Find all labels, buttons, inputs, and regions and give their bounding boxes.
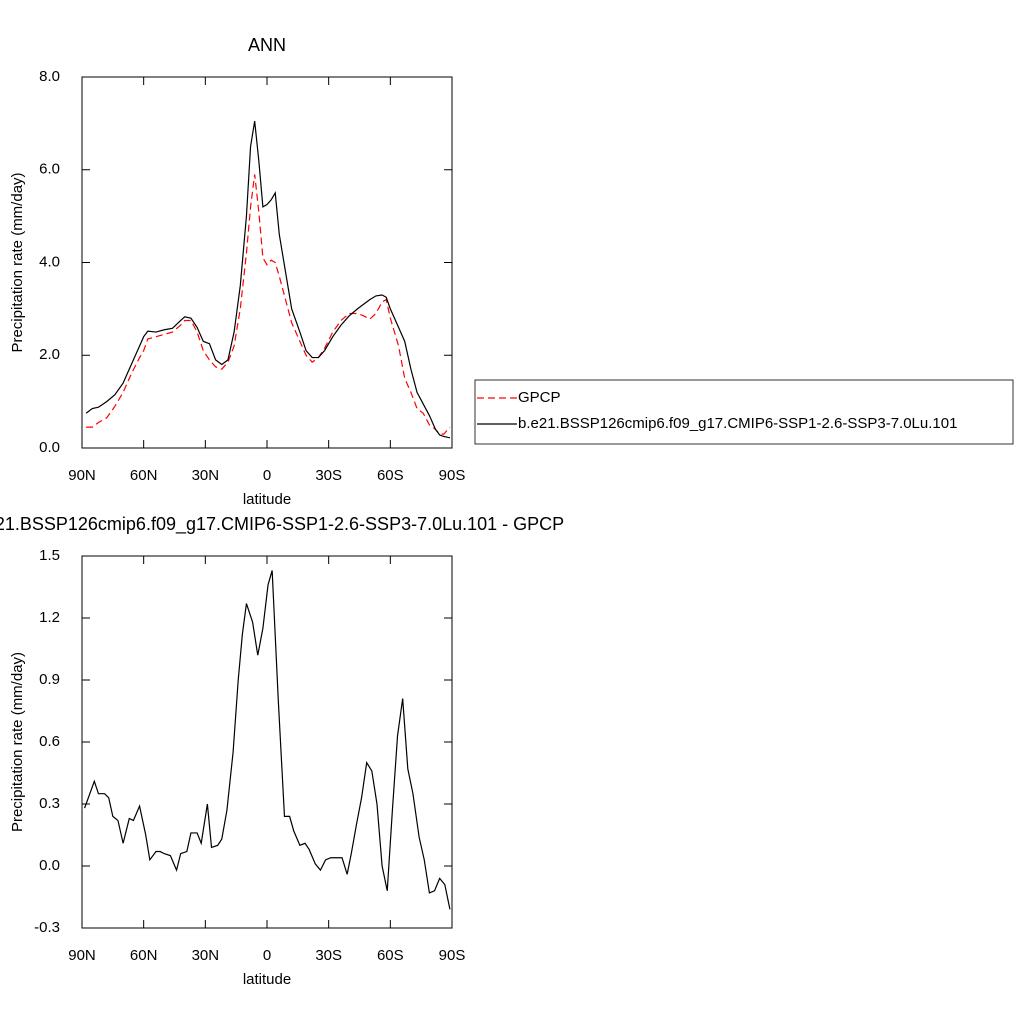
y-tick-label: 0.0 — [39, 439, 60, 456]
legend-label: GPCP — [518, 389, 561, 406]
legend-label: b.e21.BSSP126cmip6.f09_g17.CMIP6-SSP1-2.… — [518, 415, 957, 432]
chart-title: ANN — [248, 35, 286, 55]
x-tick-label: 90N — [68, 467, 96, 484]
y-axis-label: Precipitation rate (mm/day) — [9, 652, 26, 832]
plot-frame — [81, 555, 453, 929]
x-tick-label: 30S — [315, 467, 342, 484]
x-tick-label: 0 — [263, 467, 271, 484]
x-tick-label: 0 — [263, 947, 271, 964]
chart-title: b.e21.BSSP126cmip6.f09_g17.CMIP6-SSP1-2.… — [0, 514, 564, 535]
x-tick-label: 30N — [192, 947, 220, 964]
data-line — [85, 120, 451, 439]
x-tick-label: 90S — [439, 947, 466, 964]
x-tick-label: 30N — [192, 467, 220, 484]
y-tick-label: 2.0 — [39, 346, 60, 363]
y-tick-label: 1.5 — [39, 547, 60, 564]
data-line — [84, 570, 451, 910]
plot-frame — [81, 76, 453, 449]
x-tick-label: 60N — [130, 467, 158, 484]
x-tick-label: 90S — [439, 467, 466, 484]
x-tick-label: 30S — [315, 947, 342, 964]
x-tick-label: 60N — [130, 947, 158, 964]
y-tick-label: 6.0 — [39, 161, 60, 178]
y-tick-label: 1.2 — [39, 609, 60, 626]
y-axis-label: Precipitation rate (mm/day) — [9, 172, 26, 352]
x-tick-label: 90N — [68, 947, 96, 964]
y-tick-label: 8.0 — [39, 68, 60, 85]
x-axis-label: latitude — [243, 491, 291, 508]
x-tick-label: 60S — [377, 947, 404, 964]
data-line — [86, 174, 451, 435]
y-tick-label: 0.0 — [39, 857, 60, 874]
y-tick-label: 0.9 — [39, 671, 60, 688]
y-tick-label: 4.0 — [39, 253, 60, 270]
y-tick-label: 0.3 — [39, 795, 60, 812]
x-axis-label: latitude — [243, 971, 291, 988]
y-tick-label: -0.3 — [34, 919, 60, 936]
legend-box — [474, 379, 1014, 445]
y-tick-label: 0.6 — [39, 733, 60, 750]
x-tick-label: 60S — [377, 467, 404, 484]
